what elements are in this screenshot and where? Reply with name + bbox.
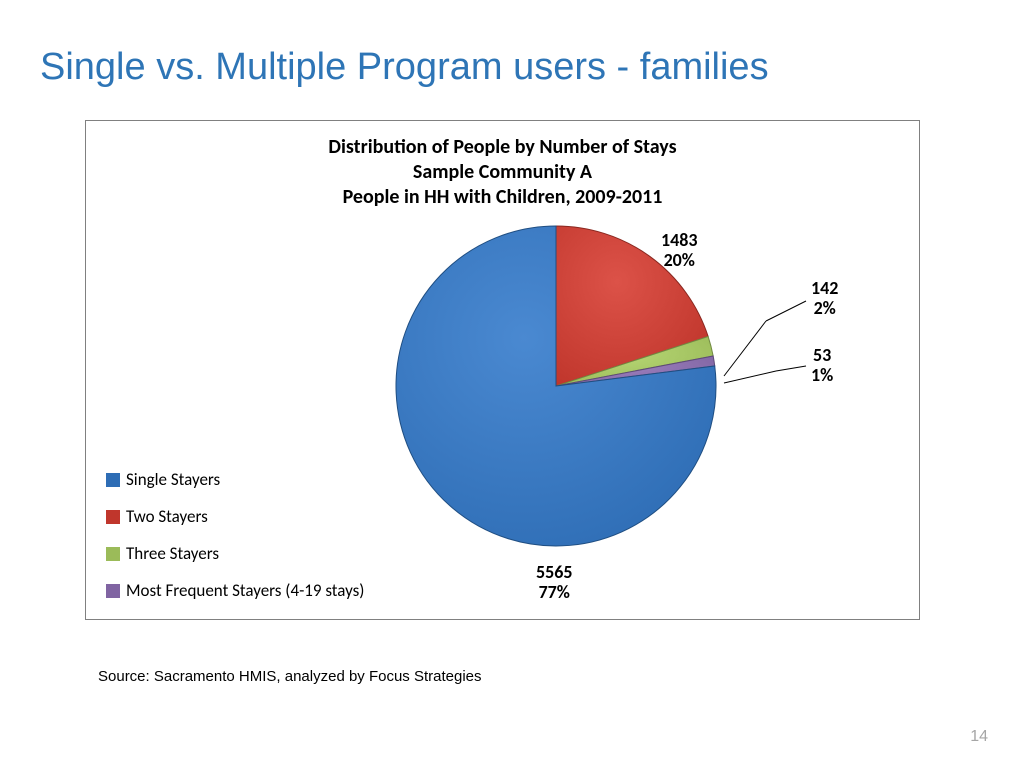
data-label-value: 1483 — [661, 229, 698, 251]
data-label-frequent: 53 1% — [811, 346, 833, 386]
legend-item: Two Stayers — [106, 506, 364, 527]
legend: Single Stayers Two Stayers Three Stayers… — [106, 469, 364, 601]
legend-label: Three Stayers — [126, 543, 219, 564]
data-label-value: 142 — [811, 277, 838, 299]
data-label-percent: 1% — [811, 364, 833, 386]
chart-title-line1: Distribution of People by Number of Stay… — [86, 135, 919, 160]
data-label-value: 53 — [813, 344, 831, 366]
data-label-value: 5565 — [536, 561, 573, 583]
chart-title-line3: People in HH with Children, 2009-2011 — [86, 185, 919, 210]
chart-title-line2: Sample Community A — [86, 160, 919, 185]
data-label-percent: 20% — [664, 249, 695, 271]
data-label-percent: 77% — [539, 581, 570, 603]
legend-label: Single Stayers — [126, 469, 220, 490]
slide-title: Single vs. Multiple Program users - fami… — [40, 46, 984, 89]
legend-item: Single Stayers — [106, 469, 364, 490]
data-label-percent: 2% — [814, 297, 836, 319]
data-label-three: 142 2% — [811, 279, 838, 319]
legend-item: Most Frequent Stayers (4-19 stays) — [106, 580, 364, 601]
source-note: Source: Sacramento HMIS, analyzed by Foc… — [98, 668, 482, 685]
legend-swatch — [106, 584, 120, 598]
legend-swatch — [106, 473, 120, 487]
legend-label: Most Frequent Stayers (4-19 stays) — [126, 580, 364, 601]
legend-item: Three Stayers — [106, 543, 364, 564]
legend-swatch — [106, 510, 120, 524]
data-label-two: 1483 20% — [661, 231, 698, 271]
chart-container: Distribution of People by Number of Stay… — [85, 120, 920, 620]
legend-swatch — [106, 547, 120, 561]
legend-label: Two Stayers — [126, 506, 208, 527]
chart-title: Distribution of People by Number of Stay… — [86, 135, 919, 210]
data-label-single: 5565 77% — [536, 563, 573, 603]
page-number: 14 — [970, 728, 988, 746]
